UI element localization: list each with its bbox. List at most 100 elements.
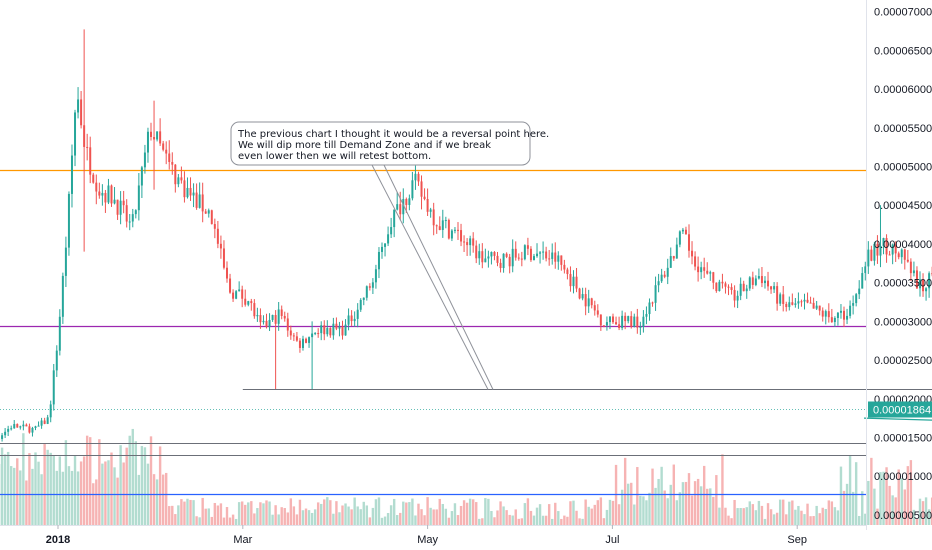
candle-body xyxy=(83,125,86,147)
candle-body xyxy=(767,280,770,287)
candle-body xyxy=(353,318,356,322)
candle-body xyxy=(362,297,365,300)
volume-bar xyxy=(815,505,818,525)
volume-bar xyxy=(754,510,758,525)
candle-body xyxy=(204,211,207,214)
candle-body xyxy=(563,264,566,270)
callout-pointer-left xyxy=(371,164,489,390)
volume-bar xyxy=(824,509,827,525)
callout-pointer-right xyxy=(383,164,494,390)
candle-body xyxy=(551,252,554,259)
volume-bar xyxy=(535,507,539,525)
candle-body xyxy=(672,256,675,259)
volume-bar xyxy=(876,508,879,525)
candle-body xyxy=(639,326,642,328)
candle-body xyxy=(593,305,596,311)
candle-body xyxy=(320,325,323,334)
volume-bar xyxy=(712,496,715,525)
volume-bar xyxy=(168,506,171,525)
volume-bar xyxy=(532,515,536,525)
volume-bar xyxy=(107,460,110,525)
volume-bar xyxy=(405,502,408,525)
volume-bar xyxy=(338,512,341,525)
volume-bar xyxy=(836,510,840,525)
volume-bar xyxy=(475,502,478,525)
candle-body xyxy=(387,234,390,244)
volume-bar xyxy=(423,515,426,525)
volume-bar xyxy=(806,503,809,525)
volume-bar xyxy=(389,505,393,525)
candle-body xyxy=(669,256,672,268)
candle-body xyxy=(870,249,873,261)
volume-bar xyxy=(408,502,411,525)
candle-body xyxy=(548,258,551,260)
volume-bar xyxy=(280,507,283,525)
volume-bar xyxy=(295,514,299,525)
candle-body xyxy=(444,220,447,222)
candle-body xyxy=(268,319,271,328)
candle-body xyxy=(736,295,739,301)
candle-body xyxy=(867,249,870,267)
volume-bar xyxy=(541,515,545,525)
candle-body xyxy=(77,99,80,113)
volume-bar xyxy=(344,503,347,525)
price-axis[interactable]: 0.00007000 0.00006500 0.00006000 0.00005500… xyxy=(874,7,932,522)
candle-body xyxy=(356,309,359,319)
candle-body xyxy=(861,273,864,289)
y-tick-label: 0.00004500 xyxy=(874,200,932,212)
volume-bar xyxy=(569,501,572,525)
volume-bar xyxy=(842,490,846,525)
volume-bar xyxy=(782,499,785,525)
volume-bar xyxy=(663,490,666,525)
volume-bar xyxy=(636,467,639,525)
volume-bar xyxy=(9,466,13,525)
callout-annotation[interactable]: The previous chart I thought it would be… xyxy=(230,121,549,166)
volume-bar xyxy=(678,492,682,525)
candle-body xyxy=(654,285,657,303)
volume-bar xyxy=(523,503,527,525)
candle-body xyxy=(888,254,891,256)
volume-bar xyxy=(250,501,253,525)
volume-bar xyxy=(666,498,669,525)
candle-body xyxy=(314,333,317,335)
x-tick-label: 2018 xyxy=(46,534,70,546)
candle-body xyxy=(478,251,481,259)
volume-bar xyxy=(778,499,782,525)
volume-bar xyxy=(174,514,177,525)
candle-body xyxy=(697,266,700,273)
candle-body xyxy=(624,315,627,322)
volume-bar xyxy=(763,518,767,525)
candle-body xyxy=(760,276,763,284)
candle-body xyxy=(791,302,794,305)
candle-body xyxy=(648,302,651,315)
volume-bar xyxy=(116,477,119,525)
volume-bar xyxy=(818,513,821,525)
candle-body xyxy=(818,305,821,311)
candle-body xyxy=(125,205,128,222)
volume-bar xyxy=(76,471,80,525)
candle-body xyxy=(429,209,432,212)
candle-body xyxy=(745,288,748,292)
candle-body xyxy=(627,316,630,322)
candle-body xyxy=(250,301,253,304)
candle-body xyxy=(292,335,295,337)
candle-body xyxy=(499,262,502,269)
candle-body xyxy=(286,318,289,331)
volume-bar xyxy=(95,479,98,525)
volume-bar xyxy=(660,466,663,525)
volume-bar xyxy=(377,497,381,525)
volume-bar xyxy=(557,511,560,525)
candle-body xyxy=(301,338,304,348)
candle-body xyxy=(4,431,7,436)
callout-box[interactable] xyxy=(230,121,531,166)
candle-body xyxy=(608,316,611,323)
candle-body xyxy=(757,276,760,279)
time-axis[interactable]: 2018MarMayJulSepNov2019MarMay xyxy=(46,525,932,546)
candle-body xyxy=(809,302,812,304)
candle-body xyxy=(329,328,332,336)
current-price-tag[interactable]: 0.00001864 xyxy=(868,401,932,418)
candle-body xyxy=(797,301,800,304)
volume-bar xyxy=(134,441,138,525)
volume-bar xyxy=(253,513,256,525)
